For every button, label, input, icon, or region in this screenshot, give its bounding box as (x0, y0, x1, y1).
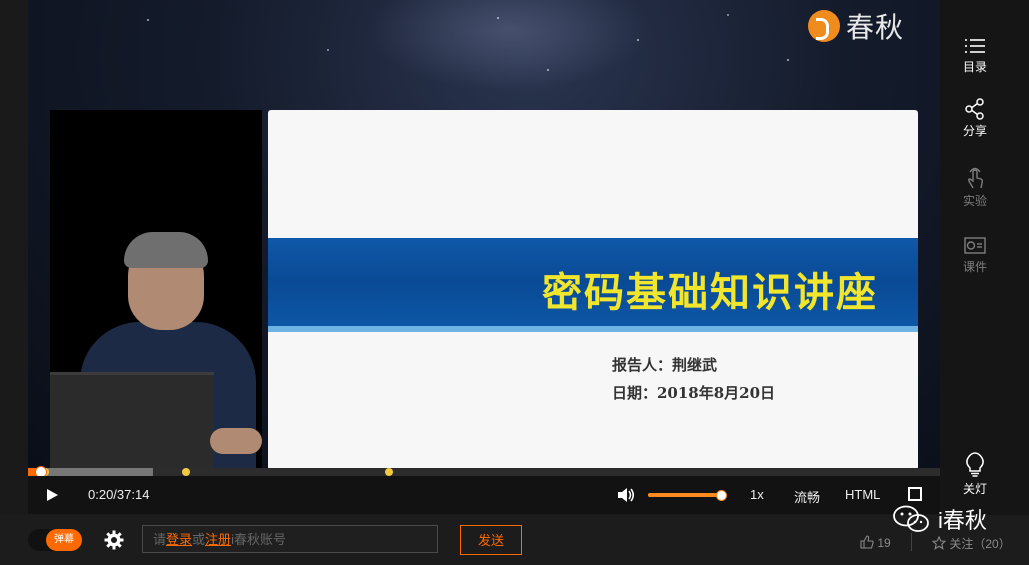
speed-button[interactable]: 1x (750, 487, 764, 502)
volume-knob[interactable] (715, 490, 727, 501)
control-bar: 0:20/37:14 1x 流畅 HTML (28, 476, 940, 514)
slide-date: 日期：2018年8月20日 (612, 384, 776, 402)
lightbulb-icon (966, 452, 984, 477)
sidebar-item-lab[interactable]: 实验 (940, 166, 1010, 209)
list-icon (965, 39, 985, 53)
fullscreen-icon[interactable] (908, 487, 922, 501)
star-icon (931, 535, 947, 550)
touch-icon (967, 167, 984, 189)
follow-label: 关注（20） (949, 537, 1011, 551)
video-frame[interactable]: 春秋 密码基础知识讲座 报告人：荆继武 日期：2018年8月20日 (28, 0, 940, 470)
sidebar-item-label: 关灯 (962, 482, 987, 496)
wechat-icon (893, 505, 929, 532)
like-button[interactable]: 19 (860, 535, 891, 550)
side-toolbar: 目录 分享 实验 (940, 0, 1029, 515)
register-link[interactable]: 注册 (205, 532, 232, 547)
volume-slider[interactable] (648, 490, 727, 501)
sidebar-item-label: 实验 (962, 194, 987, 208)
comment-suffix: i春秋账号 (231, 532, 286, 547)
starfield-background (28, 0, 940, 95)
slide-title: 密码基础知识讲座 (542, 270, 878, 316)
html-mode-button[interactable]: HTML (845, 487, 881, 502)
sidebar-item-label: 课件 (962, 260, 987, 274)
chapter-marker[interactable] (384, 468, 393, 476)
presenter-hand (210, 428, 262, 454)
sidebar-item-lights-off[interactable]: 关灯 (940, 452, 1010, 497)
sidebar-item-catalog[interactable]: 目录 (940, 36, 1010, 75)
time-display: 0:20/37:14 (88, 487, 150, 502)
laptop (50, 372, 214, 470)
danmu-toggle-label: 弹幕 (46, 529, 82, 551)
progress-played (28, 468, 37, 476)
comment-input[interactable]: 请登录或注册i春秋账号 (142, 525, 438, 553)
send-button[interactable]: 发送 (460, 525, 522, 555)
login-link[interactable]: 登录 (166, 532, 193, 547)
comment-or: 或 (192, 532, 206, 547)
brand-logo-text: 春秋 (846, 11, 905, 44)
comment-prefix: 请 (153, 532, 167, 547)
watermark-text: i春秋 (938, 508, 987, 533)
volume-fill (648, 493, 721, 497)
play-button[interactable] (42, 486, 60, 504)
thumbs-up-icon (860, 535, 874, 549)
danmu-toggle[interactable]: 弹幕 (28, 529, 82, 551)
sidebar-item-courseware[interactable]: 课件 (940, 236, 1010, 275)
chapter-marker[interactable] (182, 468, 191, 476)
progress-buffered (28, 468, 153, 476)
chunqiu-logo-icon (808, 10, 840, 42)
progress-bar[interactable] (28, 466, 940, 478)
wechat-watermark: i春秋 (892, 503, 987, 535)
like-count: 19 (877, 536, 891, 550)
slide-title-band (268, 238, 918, 332)
sidebar-item-label: 分享 (962, 124, 987, 138)
presenter-video (50, 110, 262, 470)
bottom-bar: 弹幕 请登录或注册i春秋账号 发送 (0, 505, 1029, 565)
volume-icon[interactable] (616, 486, 636, 504)
divider (911, 533, 912, 551)
share-icon (965, 98, 984, 120)
brand-logo: 春秋 (808, 6, 904, 46)
sidebar-item-label: 目录 (962, 60, 987, 74)
follow-button[interactable]: 关注（20） (931, 535, 1011, 552)
lecture-slide: 密码基础知识讲座 报告人：荆继武 日期：2018年8月20日 (268, 110, 918, 470)
quality-button[interactable]: 流畅 (794, 490, 821, 505)
presenter-hair (124, 232, 208, 268)
courseware-icon (964, 237, 986, 254)
slide-reporter: 报告人：荆继武 (612, 356, 718, 374)
sidebar-item-share[interactable]: 分享 (940, 98, 1010, 139)
gear-icon[interactable] (104, 530, 124, 550)
